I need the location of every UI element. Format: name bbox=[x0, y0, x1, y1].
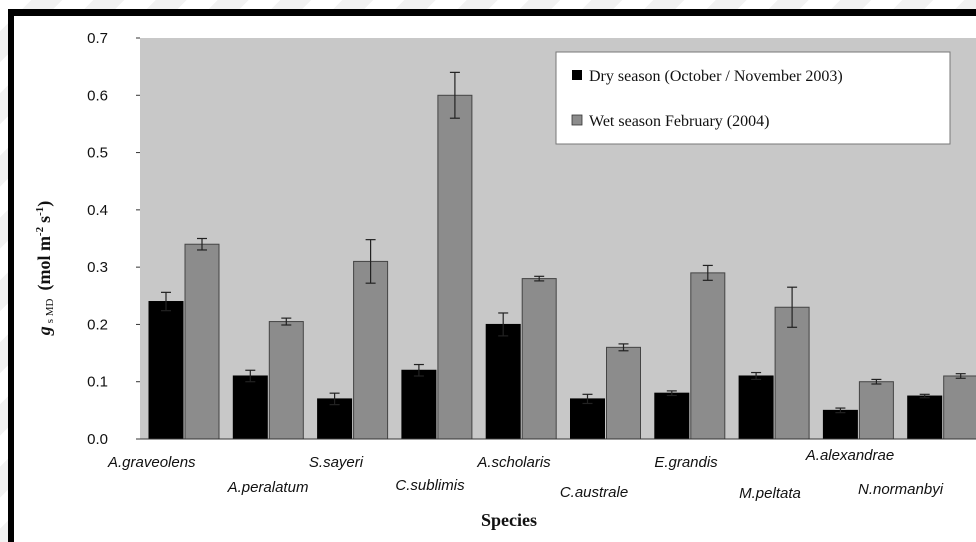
category-label: C.sublimis bbox=[395, 477, 465, 494]
y-tick-label: 0.4 bbox=[87, 202, 108, 219]
y-tick-label: 0.5 bbox=[87, 145, 108, 162]
bar-dry-season bbox=[232, 375, 268, 440]
legend: Dry season (October / November 2003) Wet… bbox=[555, 51, 951, 145]
category-label: A.alexandrae bbox=[805, 447, 894, 464]
y-axis-title-text: g s MD (mol m-2 s-1) bbox=[34, 201, 56, 337]
legend-box bbox=[555, 51, 951, 145]
y-axis-title-exp2: -1 bbox=[34, 207, 46, 216]
y-axis-title-sub: s MD bbox=[44, 298, 56, 323]
bar-dry-season bbox=[401, 369, 437, 440]
category-label: S.sayeri bbox=[309, 454, 364, 471]
bar-wet-season bbox=[521, 278, 557, 440]
error-bars bbox=[161, 71, 966, 414]
bar-dry-season bbox=[570, 398, 605, 440]
bar-wet-season bbox=[690, 272, 726, 440]
bar-wet-season bbox=[184, 243, 220, 440]
bar-dry-season bbox=[148, 301, 184, 440]
bar-wet-season bbox=[353, 260, 389, 440]
y-tick-label: 0.7 bbox=[87, 30, 108, 47]
bar-wet-season bbox=[858, 381, 894, 440]
bar-dry-season bbox=[654, 392, 690, 440]
legend-swatch-wet bbox=[571, 114, 583, 126]
x-axis-title: Species bbox=[481, 510, 537, 530]
category-label: A.graveolens bbox=[107, 454, 196, 471]
bar-dry-season bbox=[485, 323, 521, 440]
category-label: N.normanbyi bbox=[858, 481, 944, 498]
y-tick-label: 0.0 bbox=[87, 431, 108, 448]
y-axis-title-units: (mol m bbox=[34, 236, 55, 290]
bar-wet-season bbox=[606, 346, 641, 440]
y-tick-label: 0.3 bbox=[87, 259, 108, 276]
category-label: M.peltata bbox=[739, 485, 801, 502]
category-label: E.grandis bbox=[654, 454, 718, 471]
y-axis-title-exp1: -2 bbox=[34, 226, 46, 236]
y-axis-title-close: ) bbox=[34, 201, 55, 207]
bar-wet-season bbox=[774, 306, 810, 440]
category-label: A.peralatum bbox=[227, 479, 309, 496]
y-axis-title-main: g bbox=[34, 326, 54, 336]
y-tick-label: 0.2 bbox=[87, 316, 108, 333]
bars bbox=[148, 94, 976, 440]
bar-dry-season bbox=[738, 375, 774, 440]
legend-swatch-dry bbox=[572, 70, 582, 80]
bar-dry-season bbox=[822, 409, 858, 440]
y-axis-ticks: 0.0 0.1 0.2 0.3 0.4 0.5 0.6 0.7 bbox=[87, 30, 140, 448]
y-axis-title-s: s bbox=[34, 216, 54, 223]
y-tick-label: 0.1 bbox=[87, 374, 108, 391]
legend-label-wet: Wet season February (2004) bbox=[589, 113, 769, 130]
legend-label-dry: Dry season (October / November 2003) bbox=[589, 68, 843, 85]
bar-wet-season bbox=[943, 375, 976, 440]
y-axis-title: g s MD (mol m-2 s-1) bbox=[34, 201, 56, 337]
y-tick-label: 0.6 bbox=[87, 87, 108, 104]
category-label: A.scholaris bbox=[476, 454, 551, 471]
category-label: C.australe bbox=[560, 484, 628, 501]
bar-wet-season bbox=[437, 94, 473, 440]
bar-wet-season bbox=[268, 321, 304, 440]
bar-dry-season bbox=[907, 395, 943, 440]
